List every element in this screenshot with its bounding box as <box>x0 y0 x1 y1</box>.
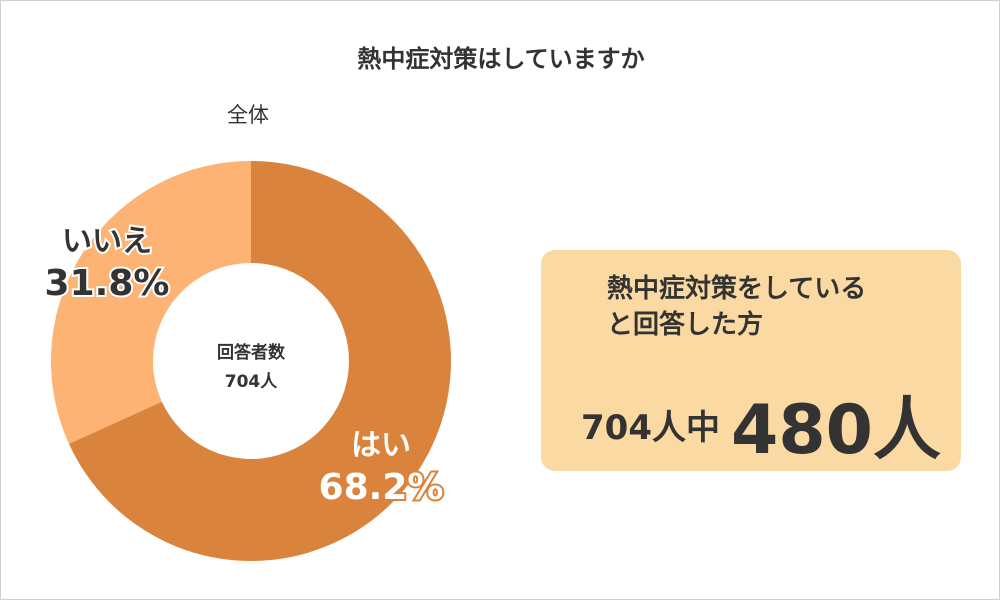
summary-box: 熱中症対策をしている と回答した方 704人中 480人 <box>541 250 961 471</box>
slice-label-percent: 31.8% <box>45 263 170 304</box>
slice-label-name: はい <box>351 428 411 463</box>
donut-slice-no <box>50 161 251 444</box>
chart-title: 熱中症対策はしていますか <box>357 45 645 73</box>
chart-subtitle: 全体 <box>227 103 269 127</box>
slice-label-name: いいえ <box>62 224 152 259</box>
summary-total: 704人中 <box>581 408 720 448</box>
respondents-label: 回答者数 <box>217 343 285 363</box>
summary-count: 480人 <box>731 391 941 470</box>
slice-label-percent: 68.2% <box>319 467 444 508</box>
summary-text: 熱中症対策をしている と回答した方 <box>607 272 866 344</box>
summary-text-line-2: と回答した方 <box>607 309 764 340</box>
respondents-count: 704人 <box>224 371 278 392</box>
donut-slice-yes <box>68 161 451 561</box>
summary-text-line-1: 熱中症対策をしている <box>607 274 867 304</box>
donut-center-label: 回答者数 704人 <box>191 339 311 397</box>
